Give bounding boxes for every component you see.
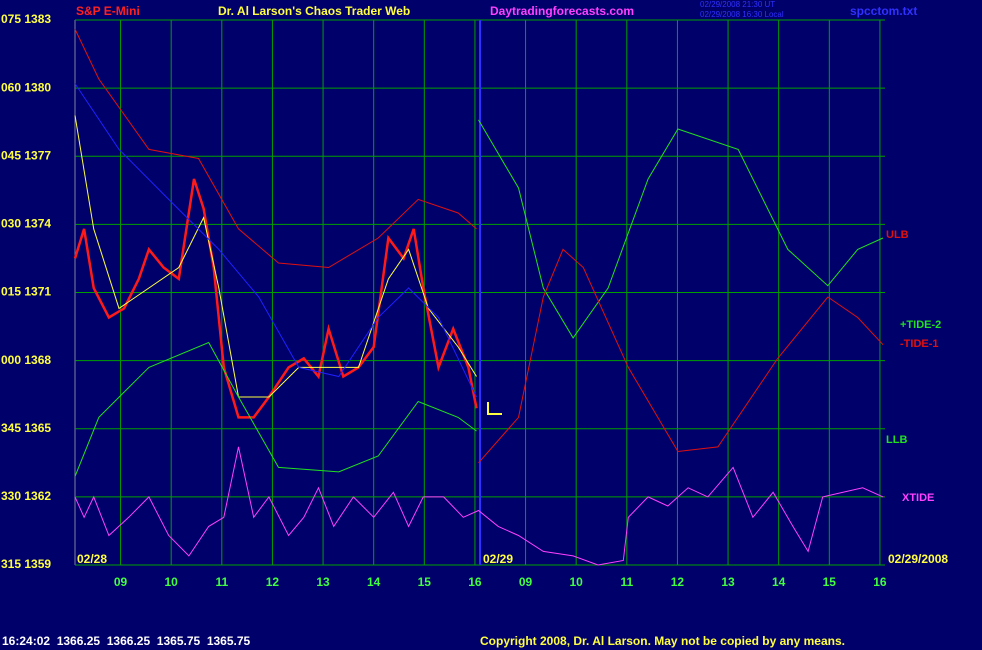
x-tick-label: 15 [823,575,837,589]
stamp-ut: 02/29/2008 21:30 UT [700,0,775,9]
y-tick-label: 315 1359 [1,557,51,571]
series-line [74,341,477,477]
series-line [478,248,884,464]
y-tick-label: 060 1380 [1,80,51,94]
x-tick-label: 15 [418,575,432,589]
x-tick-label: 12 [671,575,685,589]
series-line [478,119,884,339]
file-name: spcctom.txt [850,4,917,18]
title: Dr. Al Larson's Chaos Trader Web [218,4,410,18]
y-tick-label: 015 1371 [1,285,51,299]
x-tick-label: 11 [215,575,228,589]
y-tick-label: 000 1368 [1,353,51,367]
x-tick-label: 09 [519,575,533,589]
x-tick-label: 10 [570,575,584,589]
x-tick-label: 14 [772,575,786,589]
series-line [74,446,884,566]
x-tick-label: 11 [620,575,633,589]
date-label: 02/29/2008 [888,552,948,566]
x-tick-label: 14 [367,575,381,589]
series-label: XTIDE [902,492,934,504]
series-line [74,115,477,398]
instrument: S&P E-Mini [76,4,140,18]
x-tick-label: 16 [873,575,887,589]
date-label: 02/28 [77,552,107,566]
x-tick-label: 13 [721,575,735,589]
x-tick-label: 13 [316,575,330,589]
x-tick-label: 16 [468,575,482,589]
series-label: LLB [886,434,907,446]
site: Daytradingforecasts.com [490,4,634,18]
series-label: +TIDE-2 [900,319,941,331]
date-label: 02/29 [483,552,513,566]
y-tick-label: 030 1374 [1,217,51,231]
stamp-local: 02/29/2008 16:30 Local [700,10,784,19]
x-tick-label: 12 [266,575,280,589]
quote: 16:24:02 1366.25 1366.25 1365.75 1365.75 [2,634,251,648]
now-marker [487,402,502,415]
y-tick-label: 075 1383 [1,12,51,26]
series-label: -TIDE-1 [900,338,939,350]
copyright: Copyright 2008, Dr. Al Larson. May not b… [480,634,845,648]
series-label: ULB [886,229,909,241]
x-tick-label: 09 [114,575,128,589]
y-tick-label: 330 1362 [1,489,51,503]
x-tick-label: 10 [165,575,179,589]
y-tick-label: 345 1365 [1,421,51,435]
series-line [74,28,477,269]
series-line [74,83,477,398]
y-tick-label: 045 1377 [1,148,51,162]
